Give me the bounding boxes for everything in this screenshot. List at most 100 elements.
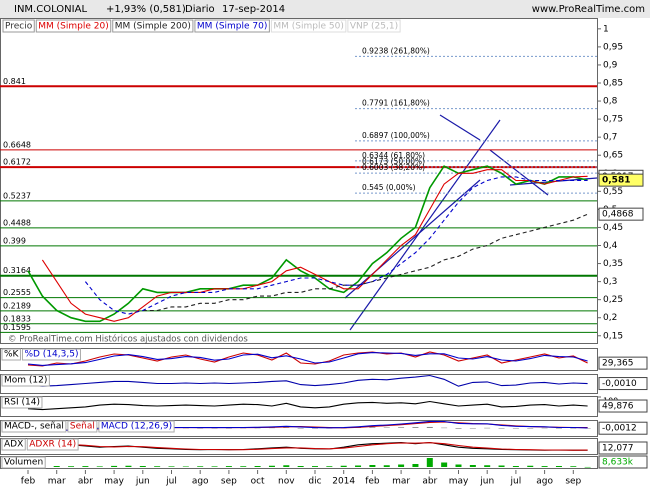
x-tick-label: feb [365,477,380,487]
y-tick-label: 0,75 [603,115,623,125]
last-value-label: 8,633k [602,458,634,468]
change: +1,93% (0,581) [106,4,186,15]
level-label: 0.399 [3,236,26,245]
x-tick-label: may [104,477,124,487]
bar [125,465,132,467]
bar [498,428,505,429]
bar [340,465,347,467]
bar [412,427,419,428]
x-tick-label: nov [278,477,295,487]
bar [254,466,261,467]
level-label: 0.4488 [3,218,31,227]
bar [584,466,591,468]
bar [268,465,275,467]
indicator-label-box [98,420,175,433]
y-tick-label: 0,4 [603,241,618,251]
x-tick-label: sep [221,477,237,487]
indicator-label: ADXR (14) [29,440,76,450]
bar [297,466,304,467]
bar [527,428,534,429]
bar [441,427,448,429]
bar [369,465,376,467]
bar [96,466,103,467]
series-line [142,213,588,312]
legend-box [270,19,347,33]
fib-label: 0.7791 (161,80%) [362,99,430,108]
last-value-label: 29,365 [602,359,634,369]
indicator-label-box [26,438,79,451]
bar [283,465,290,467]
trend-channel [349,119,501,331]
legend-item: MM (Simple 70) [197,22,267,32]
last-value-box [598,455,648,469]
bar [469,465,476,467]
last-value-box [598,421,648,435]
x-tick-label: jun [135,477,150,487]
legend-box [2,19,35,33]
y-tick-label: 0,8 [603,97,618,107]
indicator-panel [0,396,598,417]
fib-label: 0.6003 (38,20%) [362,163,425,172]
last-value-box [598,173,644,187]
x-tick-label: mar [48,477,66,487]
indicator-panel [0,374,598,394]
last-value-label: -0,0010 [602,379,637,389]
bar [197,466,204,467]
legend-item: MM (Simple 20) [38,22,108,32]
x-tick-label: may [449,477,469,487]
x-tick-label: mar [392,477,410,487]
indicator-panel [0,438,598,455]
bar [541,466,548,467]
x-tick-label: sep [565,477,581,487]
bar [154,466,161,467]
bar [555,466,562,467]
x-tick-label: jul [510,477,522,487]
x-tick-label: jul [165,477,177,487]
ticker: INM.COLONIAL [14,4,87,15]
trend-channel [344,179,481,299]
x-tick-label: ago [536,477,553,487]
level-label: 0.3164 [3,266,31,275]
last-value-label: 0,581 [602,176,630,186]
bar [197,428,204,429]
bar [412,464,419,467]
bar [584,428,591,429]
bar [254,427,261,429]
bar [512,428,519,429]
last-value-box [598,356,648,370]
y-tick-label: 0,2 [603,313,617,323]
series-line [27,352,588,366]
indicator-panel [0,420,598,437]
bar [168,466,175,467]
bar [82,466,89,467]
bar [455,428,462,429]
series-line [41,169,588,322]
bar [240,466,247,467]
fib-label: 0.545 (0,00%) [362,183,416,192]
legend-item: MM (Simple 50) [273,22,343,32]
legend-box [347,19,401,33]
legend-box [194,19,270,33]
y-tick-label: 0,7 [603,133,617,143]
bar [225,466,232,467]
fib-label: 0.9238 (261,80%) [362,46,430,55]
period: Diario [185,4,215,15]
header-bar [0,0,650,18]
bar [484,465,491,467]
y-tick-label: 0,15 [603,331,623,341]
level-label: 0.5237 [3,191,31,200]
series-line [27,374,588,387]
level-label: 0.1595 [3,323,31,332]
level-label: 0.6648 [3,140,31,149]
bar [541,427,548,429]
y-tick-label: 0,9 [603,60,618,70]
bar [211,428,218,429]
trend-line [489,149,549,196]
bar [555,428,562,429]
y-tick-label: 0,65 [603,151,623,161]
bar [111,465,118,467]
legend-item: VNP (25,1) [350,22,398,32]
last-value-box [598,399,648,413]
bar [139,466,146,467]
indicator-label-box [21,348,81,361]
